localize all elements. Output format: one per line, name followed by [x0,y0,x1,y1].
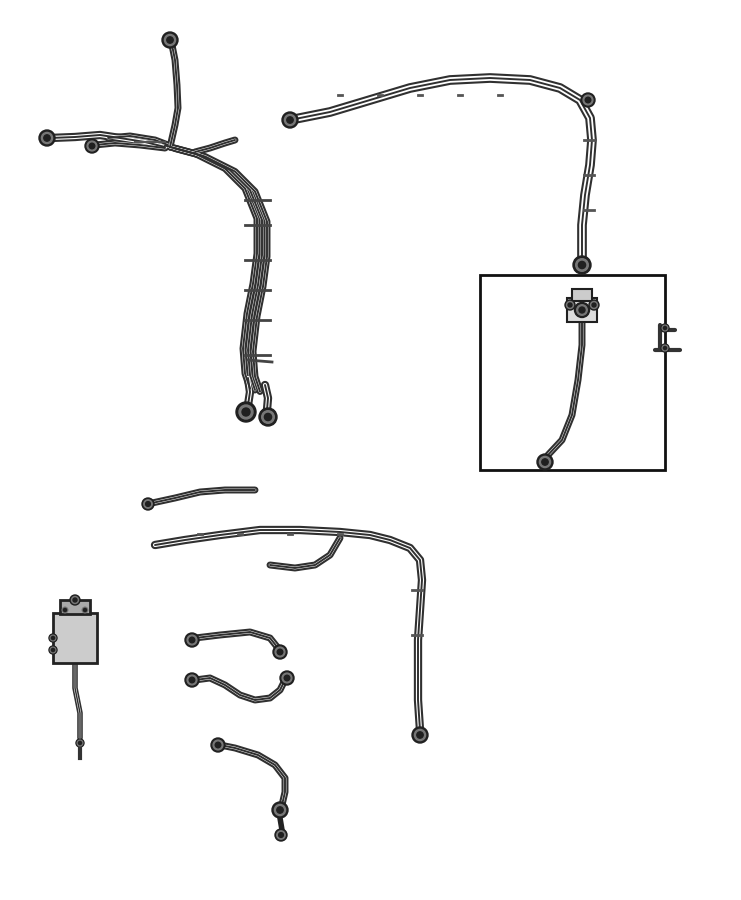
Circle shape [592,303,596,307]
Circle shape [189,637,195,643]
Circle shape [215,742,221,748]
Circle shape [579,307,585,313]
Circle shape [537,454,553,470]
Circle shape [70,595,80,605]
Circle shape [77,740,83,746]
Circle shape [565,300,575,310]
Circle shape [239,405,253,419]
Circle shape [585,97,591,103]
Circle shape [579,261,585,268]
Circle shape [50,635,56,641]
Circle shape [51,636,55,640]
Circle shape [568,303,572,307]
Circle shape [187,635,197,645]
Circle shape [589,300,599,310]
Circle shape [236,402,256,422]
Circle shape [44,135,50,141]
Circle shape [277,806,283,814]
Circle shape [79,742,82,744]
Circle shape [542,459,548,465]
Circle shape [414,729,425,741]
Circle shape [663,327,667,329]
Circle shape [576,258,588,271]
Circle shape [574,302,590,318]
Bar [53,613,97,663]
Bar [60,600,90,614]
Circle shape [167,37,173,43]
Bar [572,289,592,301]
Circle shape [275,647,285,657]
Circle shape [583,95,593,105]
Circle shape [39,130,55,146]
Circle shape [285,114,296,126]
Circle shape [41,132,53,144]
Circle shape [280,671,294,685]
Circle shape [144,500,152,508]
Bar [480,275,665,470]
Circle shape [85,139,99,153]
Circle shape [61,606,69,614]
Circle shape [285,675,290,680]
Circle shape [87,141,97,151]
Circle shape [663,346,667,349]
Circle shape [49,634,57,642]
Circle shape [145,501,150,507]
Circle shape [539,456,551,468]
Circle shape [64,608,67,612]
Circle shape [661,324,669,332]
Circle shape [62,608,67,613]
Circle shape [573,256,591,274]
Circle shape [185,673,199,687]
Circle shape [282,673,292,683]
Circle shape [274,805,285,815]
Circle shape [662,325,668,331]
Circle shape [242,408,250,416]
Circle shape [71,597,79,604]
Circle shape [213,740,223,750]
Circle shape [581,93,595,107]
Circle shape [282,112,298,128]
Circle shape [277,831,285,839]
Circle shape [187,675,197,685]
Circle shape [162,32,178,48]
Circle shape [82,608,87,613]
Bar [567,298,597,322]
Circle shape [279,832,283,837]
Circle shape [661,344,669,352]
Circle shape [567,302,574,309]
Circle shape [185,633,199,647]
Circle shape [277,649,283,655]
Circle shape [576,305,588,315]
Circle shape [287,117,293,123]
Circle shape [259,408,277,426]
Circle shape [73,598,77,602]
Circle shape [165,34,176,46]
Circle shape [591,302,597,309]
Circle shape [84,608,87,612]
Circle shape [265,413,272,420]
Circle shape [662,346,668,351]
Circle shape [81,606,89,614]
Circle shape [142,498,154,510]
Circle shape [272,802,288,818]
Circle shape [50,647,56,652]
Circle shape [275,829,287,841]
Circle shape [273,645,287,659]
Circle shape [76,739,84,747]
Circle shape [189,677,195,683]
Circle shape [412,727,428,743]
Circle shape [51,648,55,652]
Circle shape [416,732,423,738]
Circle shape [262,410,274,423]
Circle shape [49,646,57,654]
Circle shape [211,738,225,752]
Circle shape [89,143,95,148]
